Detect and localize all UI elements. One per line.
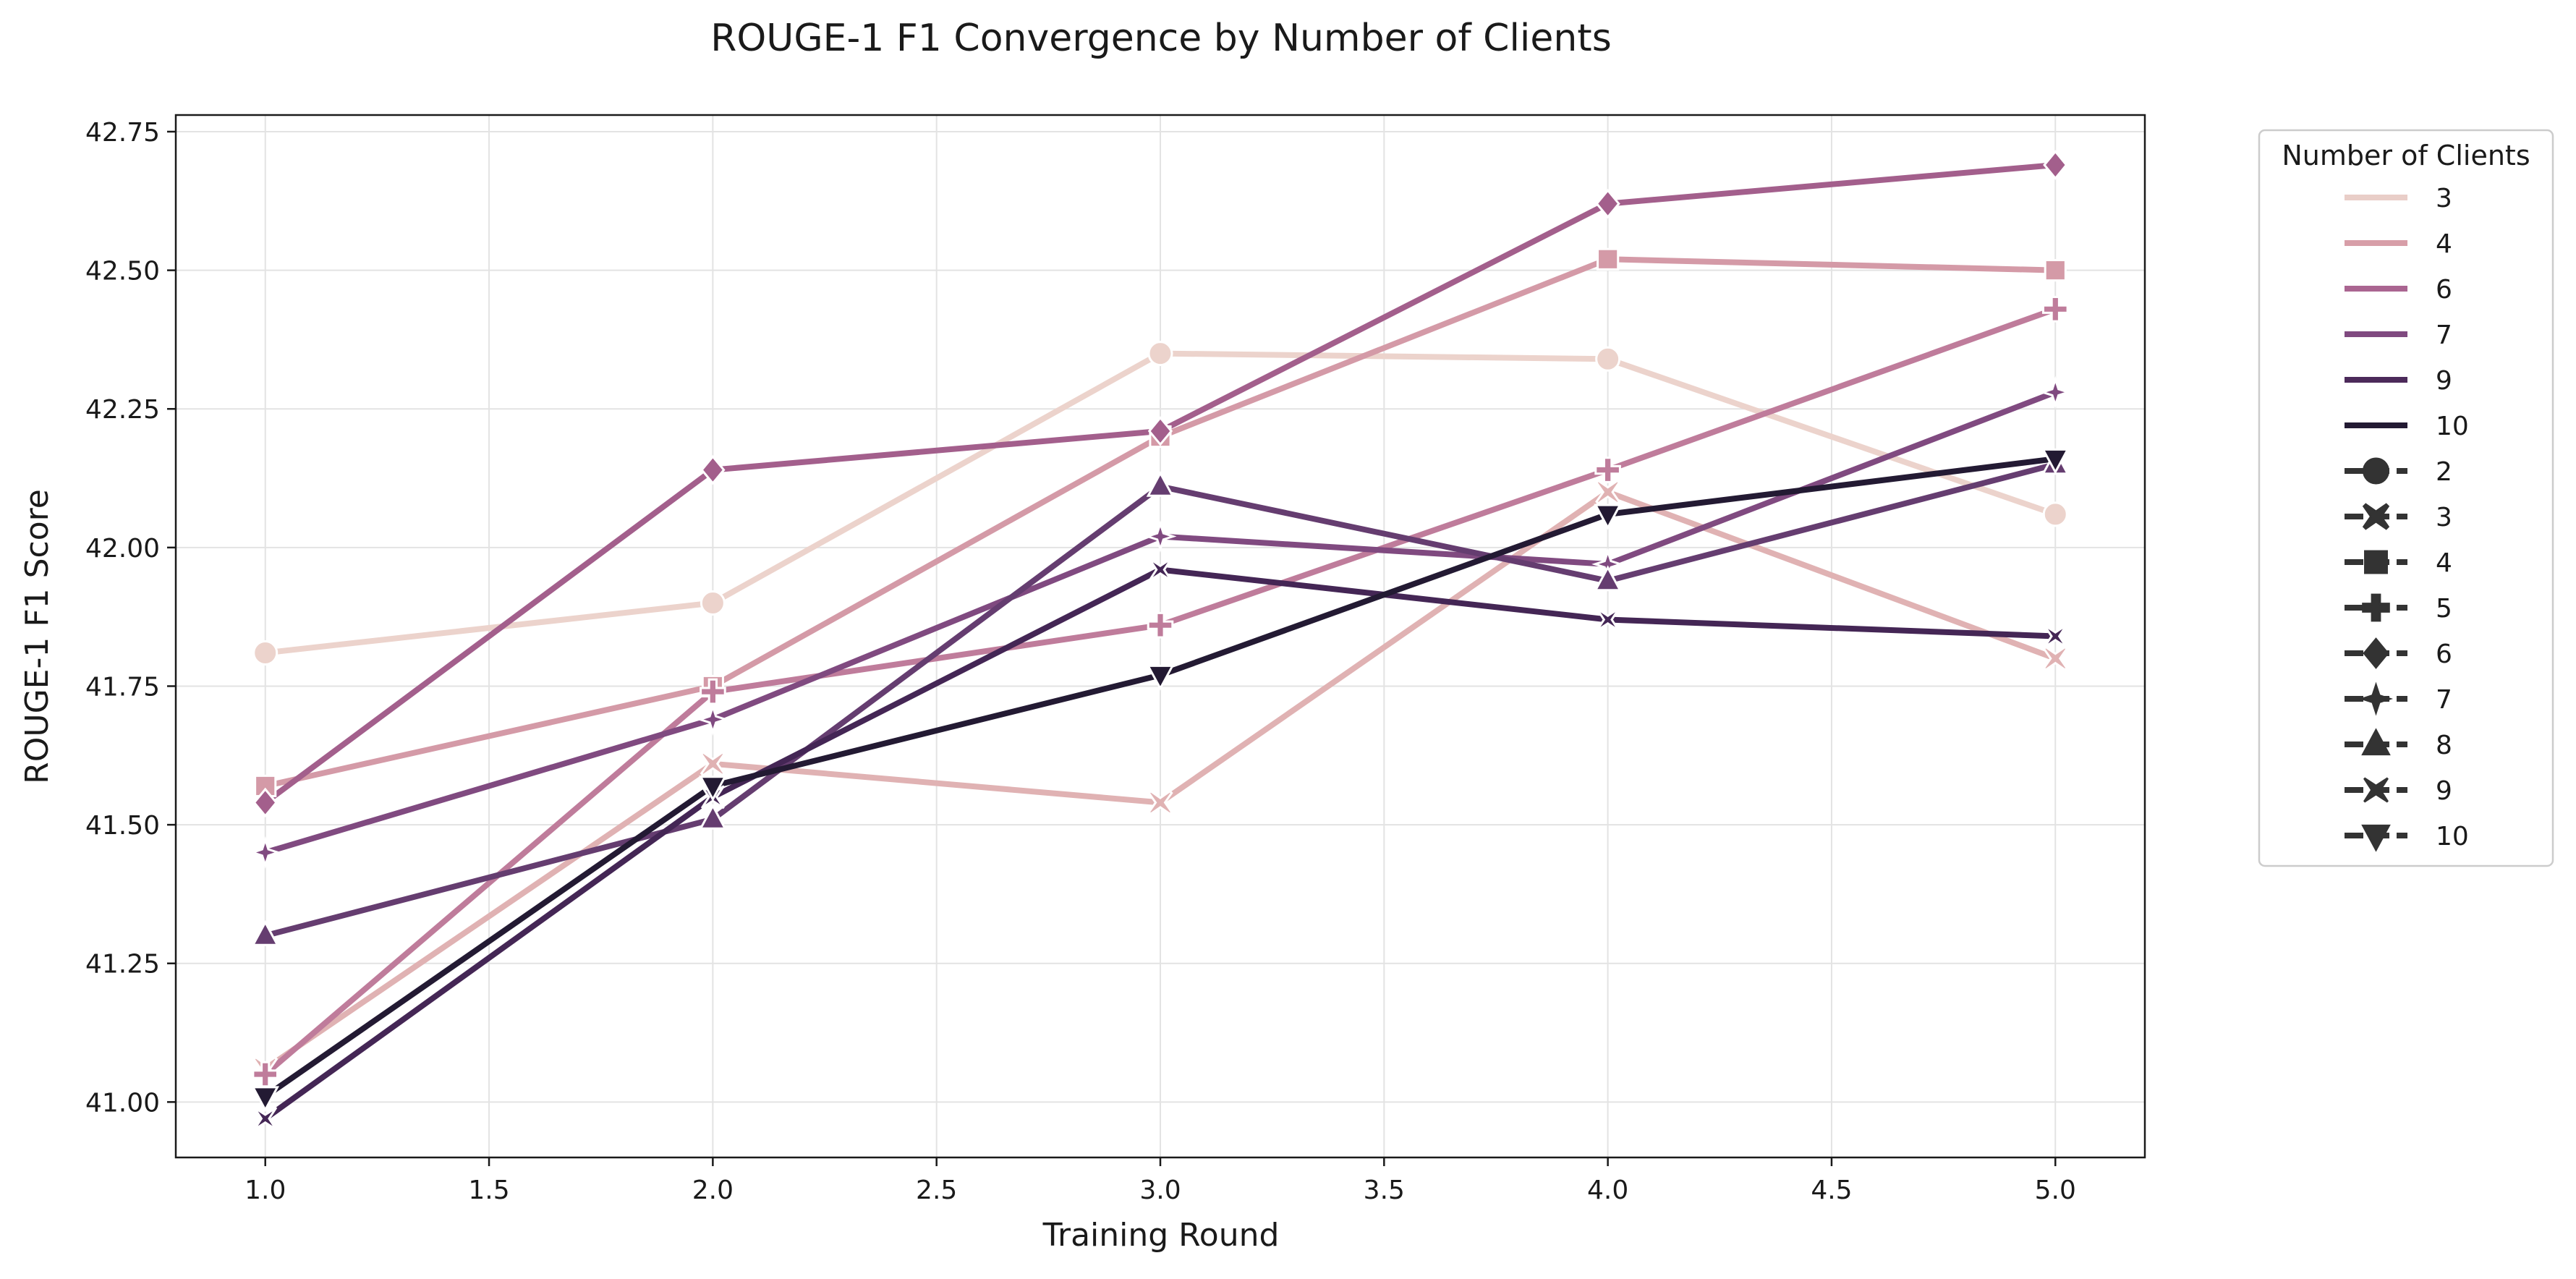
legend-marker-triangle-down <box>2361 824 2391 852</box>
y-tick-label: 42.75 <box>85 118 160 148</box>
legend-hue-label: 6 <box>2436 275 2452 305</box>
legend-style-label: 6 <box>2436 640 2452 669</box>
legend-hue-label: 3 <box>2436 184 2452 213</box>
data-point-9 <box>2043 624 2067 648</box>
data-point-10 <box>699 776 727 802</box>
legend-marker-plus <box>2362 593 2390 622</box>
x-tick-label: 1.5 <box>468 1176 509 1205</box>
legend-hue-label: 10 <box>2436 412 2469 441</box>
data-point-7 <box>2039 375 2072 409</box>
data-point-2 <box>1595 346 1621 372</box>
legend-marker-triangle-up <box>2361 728 2391 756</box>
legend-style-label: 8 <box>2436 731 2452 760</box>
legend-style-label: 3 <box>2436 503 2452 532</box>
data-point-7 <box>1144 520 1177 553</box>
data-point-10 <box>1594 503 1622 530</box>
legend-hue-label: 9 <box>2436 366 2452 396</box>
data-point-10 <box>251 1086 280 1113</box>
legend-marker-square <box>2364 550 2388 574</box>
data-point-4 <box>2044 259 2067 282</box>
data-point-6 <box>252 787 278 818</box>
data-point-8 <box>699 803 727 830</box>
x-tick-label: 2.5 <box>916 1176 957 1205</box>
x-tick-label: 3.0 <box>1139 1176 1181 1205</box>
data-point-10 <box>2041 448 2070 475</box>
legend-style-label: 7 <box>2436 685 2452 715</box>
data-point-6 <box>1595 188 1620 219</box>
chart-title: ROUGE-1 F1 Convergence by Number of Clie… <box>710 17 1612 60</box>
y-tick-label: 41.25 <box>85 950 160 980</box>
data-point-2 <box>252 640 279 666</box>
data-point-9 <box>253 1106 278 1131</box>
y-tick-label: 42.00 <box>85 534 160 564</box>
legend-marker-bowtie <box>2363 777 2389 803</box>
legend-style-label: 10 <box>2436 822 2469 851</box>
x-tick-label: 3.5 <box>1364 1176 1405 1205</box>
data-point-3 <box>1595 479 1621 505</box>
x-tick-label: 4.5 <box>1811 1176 1852 1205</box>
y-tick-label: 42.50 <box>85 257 160 286</box>
legend-marker-diamond <box>2363 637 2389 669</box>
data-point-6 <box>700 454 726 485</box>
data-point-5 <box>1594 456 1621 483</box>
data-point-7 <box>696 703 729 736</box>
data-point-8 <box>1594 565 1622 592</box>
x-tick-label: 2.0 <box>692 1176 734 1205</box>
axes: 1.0 1.5 2.0 2.5 3.0 3.5 4.0 4.5 5.0 41.00 41.25 41.… <box>85 114 2146 1205</box>
y-tick-label: 41.00 <box>85 1088 160 1118</box>
legend-box <box>2258 129 2554 867</box>
data-point-5 <box>2042 296 2069 323</box>
legend-style-label: 2 <box>2436 457 2452 487</box>
x-tick-label: 4.0 <box>1587 1176 1628 1205</box>
y-tick-label: 42.25 <box>85 395 160 425</box>
series-markers <box>249 150 2072 1131</box>
data-point-5 <box>1147 611 1174 639</box>
y-tick-label: 41.50 <box>85 811 160 841</box>
data-point-6 <box>2043 150 2068 180</box>
x-tick-label: 5.0 <box>2035 1176 2076 1205</box>
legend-hue-label: 4 <box>2436 229 2452 259</box>
legend-title: Number of Clients <box>2282 140 2530 171</box>
data-point-5 <box>700 678 726 705</box>
data-point-3 <box>2042 645 2068 671</box>
data-point-4 <box>1597 247 1620 271</box>
legend: Number of Clients 3 4 6 7 9 10 2 3 4 5 6 7 8 9 10 <box>2258 129 2554 867</box>
data-point-7 <box>249 836 282 869</box>
data-point-2 <box>1147 341 1173 367</box>
data-point-2 <box>700 590 726 616</box>
legend-hue-label: 7 <box>2436 320 2452 350</box>
data-point-8 <box>251 919 280 946</box>
data-point-9 <box>1596 608 1620 632</box>
data-point-3 <box>1147 789 1173 816</box>
legend-style-label: 5 <box>2436 594 2452 624</box>
x-tick-label: 1.0 <box>245 1176 286 1205</box>
data-point-6 <box>1147 416 1173 446</box>
legend-marker-x <box>2362 503 2390 530</box>
legend-marker-star4 <box>2358 681 2394 716</box>
y-tick-label: 41.75 <box>85 672 160 702</box>
data-point-9 <box>1148 558 1173 582</box>
data-point-8 <box>1146 470 1175 497</box>
legend-style-label: 9 <box>2436 776 2452 806</box>
data-point-3 <box>700 751 726 777</box>
y-axis-label: ROUGE-1 F1 Score <box>19 489 56 784</box>
data-point-10 <box>1146 664 1175 691</box>
x-axis-label: Training Round <box>1042 1217 1280 1254</box>
data-point-2 <box>2042 501 2068 527</box>
legend-marker-circle <box>2363 457 2389 485</box>
legend-style-label: 4 <box>2436 548 2452 578</box>
